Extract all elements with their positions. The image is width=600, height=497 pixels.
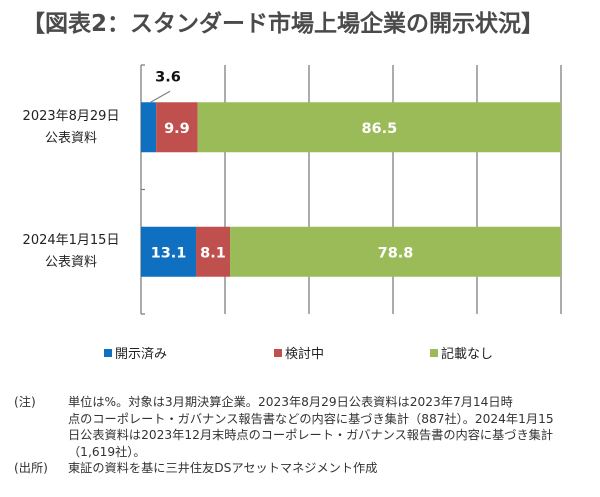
note-body: 単位は%。対象は3月期決算企業。2023年8月29日公表資料は2023年7月14… (68, 394, 588, 460)
note-line: 日公表資料は2023年12月末時点のコーポレート・ガバナンス報告書の内容に基づき… (68, 428, 554, 442)
data-label: 3.6 (155, 69, 181, 85)
legend-item-considering: 検討中 (274, 343, 324, 362)
bar-chart: 3.6 9.9 86.5 13.1 8.1 78.8 (140, 64, 562, 315)
source-head: (出所) (14, 461, 48, 475)
category-label-0: 2023年8月29日 公表資料 (6, 106, 136, 150)
bar-segment (230, 226, 562, 277)
category-label-0-line1: 2023年8月29日 (22, 109, 120, 124)
footnotes: (注) 単位は%。対象は3月期決算企業。2023年8月29日公表資料は2023年… (14, 394, 588, 477)
note-line: 点のコーポレート・ガバナンス報告書などの内容に基づき集計（887社）。2024年… (68, 411, 554, 426)
data-label: 13.1 (151, 245, 187, 261)
data-label: 78.8 (378, 245, 414, 261)
data-label: 9.9 (164, 121, 190, 137)
legend-label-considering: 検討中 (285, 347, 325, 362)
data-label: 86.5 (361, 121, 397, 137)
category-label-1: 2024年1月15日 公表資料 (6, 230, 136, 274)
chart-title: 【図表2：スタンダード市場上場企業の開示状況】 (22, 11, 545, 37)
legend-swatch-disclosed (104, 348, 112, 357)
note-line: （1,619社）。 (68, 444, 146, 459)
note-line: 単位は%。対象は3月期決算企業。2023年8月29日公表資料は2023年7月14… (68, 395, 513, 409)
source-row: (出所) 東証の資料を基に三井住友DSアセットマネジメント作成 (14, 460, 588, 477)
bar-segment (156, 102, 198, 153)
legend-swatch-considering (274, 348, 282, 357)
note-row: (注) 単位は%。対象は3月期決算企業。2023年8月29日公表資料は2023年… (14, 394, 588, 460)
bar-segment (141, 102, 157, 153)
category-label-1-line2: 公表資料 (44, 255, 97, 270)
category-label-1-line1: 2024年1月15日 (22, 233, 120, 248)
legend-label-disclosed: 開示済み (115, 347, 168, 362)
leader-line (150, 90, 171, 103)
legend-swatch-not-stated (430, 348, 438, 357)
bar-segment (197, 102, 561, 153)
legend-item-not-stated: 記載なし (430, 343, 493, 362)
legend-label-not-stated: 記載なし (441, 347, 494, 362)
source-body: 東証の資料を基に三井住友DSアセットマネジメント作成 (68, 461, 378, 475)
bar-segment (196, 226, 231, 277)
data-label: 8.1 (200, 245, 226, 261)
legend-item-disclosed: 開示済み (104, 343, 167, 362)
bar-segment (141, 226, 197, 277)
category-label-0-line2: 公表資料 (44, 131, 97, 146)
note-head: (注) (14, 395, 36, 409)
